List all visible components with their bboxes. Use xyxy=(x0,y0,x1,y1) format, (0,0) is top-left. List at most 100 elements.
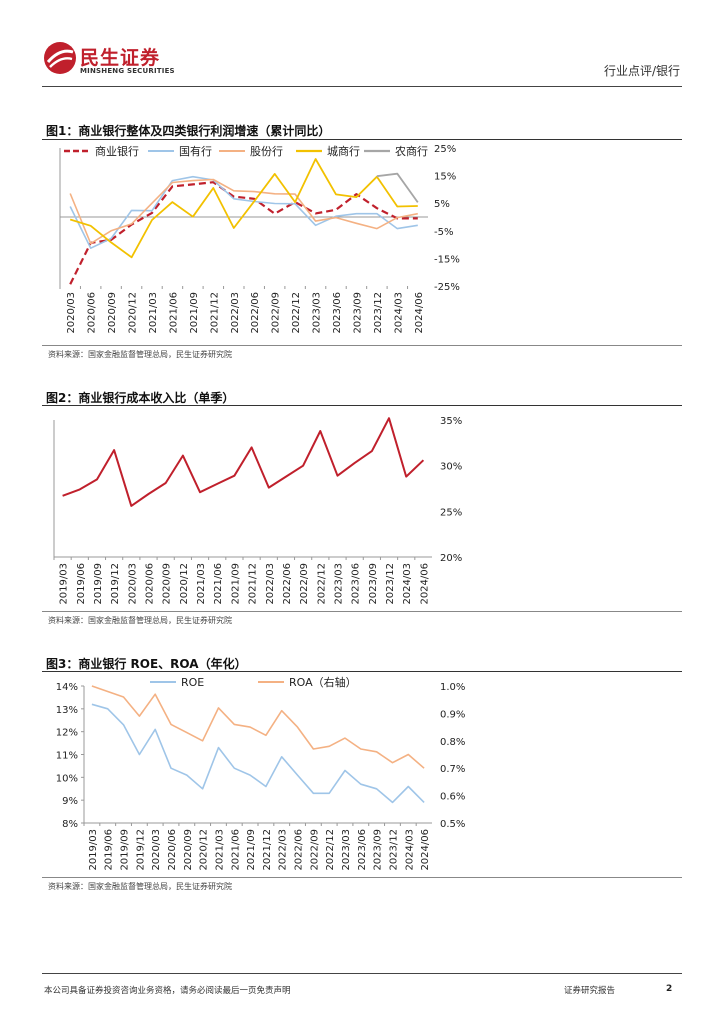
x-tick-label: 2021/09 xyxy=(189,292,200,334)
series-line-4 xyxy=(376,172,419,203)
x-tick-label: 2022/03 xyxy=(278,829,289,871)
figure-2-top-rule xyxy=(42,405,682,406)
x-tick-label: 2023/12 xyxy=(373,292,384,334)
x-tick-label: 2019/03 xyxy=(59,563,70,605)
x-tick-label: 2023/09 xyxy=(373,829,384,871)
figure-2-bottom-rule xyxy=(42,611,682,612)
footer-report-type: 证券研究报告 xyxy=(564,986,616,996)
y-tick-label-right: 0.7% xyxy=(440,764,465,775)
x-tick-label: 2020/06 xyxy=(145,563,156,605)
series-line-3 xyxy=(69,158,418,259)
series-line-0 xyxy=(62,417,425,507)
x-tick-label: 2021/03 xyxy=(148,292,159,334)
figure-3-bottom-rule xyxy=(42,877,682,878)
y-tick-label-right: 15% xyxy=(434,172,456,183)
x-tick-label: 2021/06 xyxy=(230,829,241,871)
x-tick-label: 2020/06 xyxy=(167,829,178,871)
x-tick-label: 2021/12 xyxy=(248,563,259,605)
figure-1-title: 图1：商业银行整体及四类银行利润增速（累计同比） xyxy=(46,124,331,138)
x-tick-label: 2022/09 xyxy=(299,563,310,605)
y-tick-label-left: 14% xyxy=(56,682,78,693)
legend-label-2: 股份行 xyxy=(250,145,283,158)
x-tick-label: 2023/06 xyxy=(357,829,368,871)
x-tick-label: 2021/06 xyxy=(213,563,224,605)
x-tick-label: 2020/03 xyxy=(151,829,162,871)
figure-2-chart: 2019/03 2019/06 2019/09 2019/12 2020/03 2020/… xyxy=(53,416,462,605)
x-tick-label: 2020/12 xyxy=(179,563,190,605)
x-tick-label: 2023/12 xyxy=(388,829,399,871)
logo-mark-icon xyxy=(44,42,76,74)
x-tick-label: 2024/03 xyxy=(393,292,404,334)
report-category: 行业点评/银行 xyxy=(603,64,680,78)
y-tick-label-right: 1.0% xyxy=(440,682,465,693)
y-tick-label-right: 0.9% xyxy=(440,709,465,720)
logo xyxy=(42,40,182,80)
y-tick-label-right: 25% xyxy=(434,144,456,155)
x-tick-label: 2023/03 xyxy=(341,829,352,871)
x-tick-label: 2020/09 xyxy=(183,829,194,871)
y-tick-label-right: 5% xyxy=(434,199,450,210)
y-tick-label-right: 20% xyxy=(440,553,462,564)
y-tick-label-right: 35% xyxy=(440,416,462,427)
y-tick-label-right: 0.6% xyxy=(440,792,465,803)
x-tick-label: 2021/09 xyxy=(246,829,257,871)
footer-divider xyxy=(42,973,682,974)
figure-2-source: 资料来源：国家金融监督管理总局，民生证券研究院 xyxy=(48,616,232,625)
x-tick-label: 2024/03 xyxy=(402,563,413,605)
x-tick-label: 2022/06 xyxy=(294,829,305,871)
x-tick-label: 2022/12 xyxy=(316,563,327,605)
figure-1-top-rule xyxy=(42,139,682,140)
series-line-0 xyxy=(91,703,425,804)
y-tick-label-left: 13% xyxy=(56,705,78,716)
x-tick-label: 2022/12 xyxy=(291,292,302,334)
x-tick-label: 2023/03 xyxy=(334,563,345,605)
x-tick-label: 2020/03 xyxy=(127,563,138,605)
x-tick-label: 2020/06 xyxy=(87,292,98,334)
x-tick-label: 2019/12 xyxy=(110,563,121,605)
y-tick-label-left: 9% xyxy=(62,796,78,807)
page-number: 2 xyxy=(666,984,673,994)
legend-label-3: 城商行 xyxy=(327,144,360,158)
x-tick-label: 2024/03 xyxy=(404,829,415,871)
header-divider xyxy=(42,86,682,87)
x-tick-label: 2019/06 xyxy=(104,829,115,871)
figure-1-source: 资料来源：国家金融监督管理总局，民生证券研究院 xyxy=(48,350,232,359)
figure-1-chart: 2020/03 2020/06 2020/09 2020/12 2021/03 2021/… xyxy=(59,144,460,334)
x-tick-label: 2020/09 xyxy=(107,292,118,334)
y-tick-label-left: 12% xyxy=(56,728,78,739)
y-tick-label-right: 25% xyxy=(440,507,462,518)
x-tick-label: 2023/06 xyxy=(351,563,362,605)
series-line-0 xyxy=(69,181,418,285)
x-tick-label: 2021/12 xyxy=(209,292,220,334)
series-line-1 xyxy=(91,685,425,769)
x-tick-label: 2020/09 xyxy=(162,563,173,605)
x-tick-label: 2019/09 xyxy=(93,563,104,605)
series-line-1 xyxy=(69,175,418,249)
x-tick-label: 2024/06 xyxy=(414,292,425,334)
x-tick-label: 2020/12 xyxy=(128,292,139,334)
x-tick-label: 2019/03 xyxy=(88,829,99,871)
y-tick-label-right: 0.8% xyxy=(440,737,465,748)
y-tick-label-right: 30% xyxy=(440,462,462,473)
x-tick-label: 2022/06 xyxy=(282,563,293,605)
x-tick-label: 2023/12 xyxy=(385,563,396,605)
y-tick-label-left: 11% xyxy=(56,751,78,762)
y-tick-label-right: -15% xyxy=(434,254,460,265)
figure-3-top-rule xyxy=(42,671,682,672)
x-tick-label: 2023/03 xyxy=(312,292,323,334)
x-tick-label: 2024/06 xyxy=(419,563,430,605)
x-tick-label: 2020/12 xyxy=(199,829,210,871)
figure-3-chart: 2019/03 2019/06 2019/09 2019/12 2020/03 2020/… xyxy=(56,675,466,871)
x-tick-label: 2021/06 xyxy=(168,292,179,334)
x-tick-label: 2022/12 xyxy=(325,829,336,871)
x-tick-label: 2023/09 xyxy=(368,563,379,605)
y-tick-label-left: 8% xyxy=(62,819,78,830)
brand-name-cn: 民生证券 xyxy=(80,47,161,69)
x-tick-label: 2019/06 xyxy=(76,563,87,605)
x-tick-label: 2023/06 xyxy=(332,292,343,334)
figure-2-title: 图2：商业银行成本收入比（单季） xyxy=(46,391,235,405)
y-tick-label-left: 10% xyxy=(56,773,78,784)
x-tick-label: 2024/06 xyxy=(420,829,431,871)
y-tick-label-right: -5% xyxy=(434,227,453,238)
figure-3-source: 资料来源：国家金融监督管理总局，民生证券研究院 xyxy=(48,882,232,891)
